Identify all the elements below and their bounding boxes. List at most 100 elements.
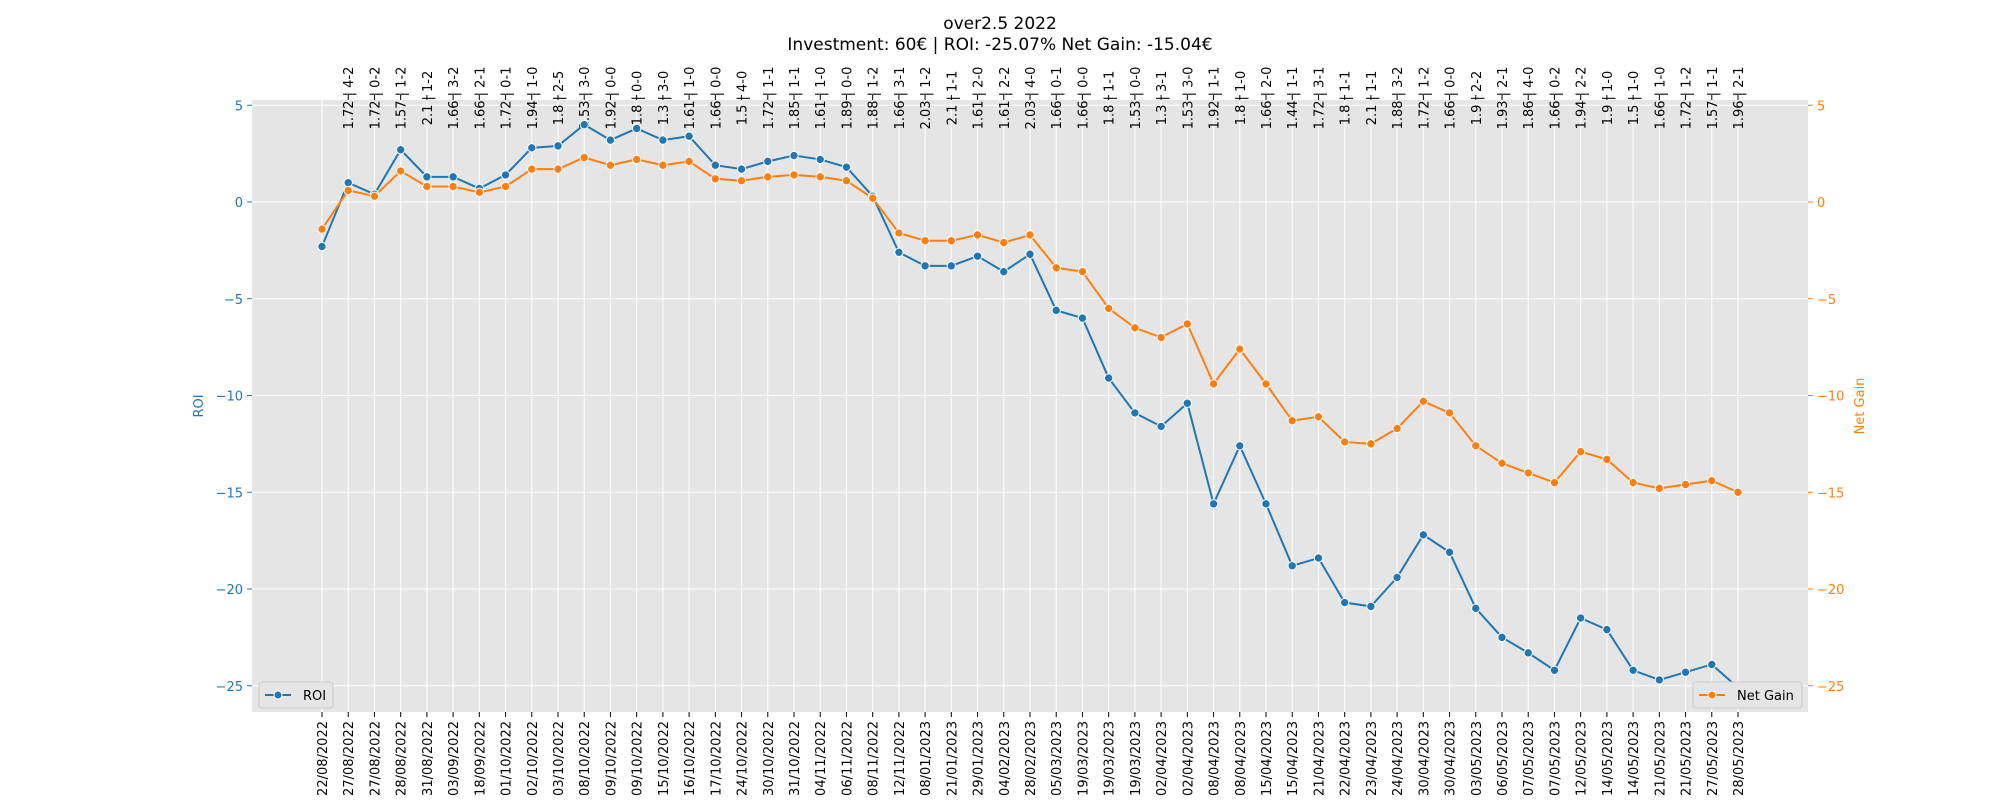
roi-point	[1654, 675, 1665, 685]
roi-point	[631, 123, 642, 134]
net-gain-point	[789, 170, 799, 180]
x-tick-label: 04/11/2022	[814, 721, 829, 796]
x-tick-label: 31/08/2022	[421, 721, 436, 796]
top-tick-label: 1.5 | 1-0	[1627, 71, 1642, 126]
top-tick-label: 1.72 | 1-2	[1680, 67, 1695, 130]
x-tick-label: 01/10/2022	[500, 721, 515, 796]
roi-point	[500, 170, 511, 180]
net-gain-point	[1497, 458, 1507, 468]
net-gain-point	[1235, 344, 1245, 354]
roi-point	[1235, 441, 1245, 451]
top-tick-label: 1.72 | 1-1	[762, 67, 777, 130]
y-axis-left: 5 0 −5 −10 −15 −20 −25	[216, 99, 252, 695]
legend-roi: ROI	[258, 681, 334, 709]
y-right-tick-label: −10	[1817, 390, 1844, 405]
net-gain-point	[1287, 415, 1297, 426]
grid	[252, 100, 1808, 712]
roi-point	[553, 141, 563, 151]
top-tick-label: 1.3 | 3-0	[657, 71, 672, 126]
net-gain-point	[1654, 483, 1665, 494]
y-axis-right: 5 0 −5 −10 −15 −20 −25	[1808, 99, 1844, 695]
net-gain-point	[1208, 379, 1219, 389]
roi-point	[1051, 305, 1061, 316]
y-left-tick-label: −20	[216, 583, 243, 598]
top-tick-label: 1.94 | 1-0	[526, 67, 541, 130]
net-gain-point	[1628, 477, 1638, 488]
roi-point	[972, 251, 983, 261]
roi-point	[946, 261, 957, 271]
net-gain-point	[317, 224, 327, 234]
roi-point	[1707, 659, 1717, 670]
x-tick-label: 27/05/2023	[1706, 721, 1721, 796]
roi-point	[1418, 530, 1429, 540]
legend-net-gain-label: Net Gain	[1737, 689, 1794, 704]
roi-point	[736, 164, 747, 174]
top-tick-label: 1.66 | 0-2	[1548, 67, 1563, 130]
roi-point	[1628, 665, 1638, 675]
x-tick-label: 22/04/2023	[1339, 721, 1354, 796]
top-tick-label: 2.1 | 1-2	[421, 71, 436, 126]
top-tick-label: 1.9 | 1-0	[1601, 71, 1616, 126]
top-tick-label: 1.72 | 0-2	[368, 67, 383, 130]
top-tick-label: 1.53 | 0-0	[1129, 67, 1144, 130]
roi-point	[1156, 421, 1166, 432]
top-tick-label: 1.61 | 2-2	[998, 67, 1013, 130]
x-tick-label: 07/05/2023	[1548, 721, 1563, 796]
roi-point	[1077, 313, 1088, 323]
x-tick-label: 18/09/2022	[473, 721, 488, 796]
top-tick-label: 1.92 | 1-1	[1208, 67, 1223, 130]
net-gain-point	[815, 172, 825, 182]
top-tick-label: 1.61 | 1-0	[683, 67, 698, 130]
net-gain-point	[658, 160, 668, 170]
roi-point	[710, 160, 721, 170]
y-right-tick-label: −15	[1817, 486, 1844, 501]
net-gain-point	[1313, 412, 1324, 422]
x-tick-label: 19/03/2023	[1076, 721, 1091, 796]
top-tick-label: 1.72 | 3-1	[1312, 67, 1327, 130]
top-tick-label: 1.66 | 0-0	[1076, 67, 1091, 130]
top-tick-label: 1.66 | 3-1	[893, 67, 908, 130]
x-tick-label: 12/05/2023	[1575, 721, 1590, 796]
x-tick-label: 09/10/2022	[631, 721, 646, 796]
top-tick-label: 1.96 | 2-1	[1732, 67, 1747, 130]
net-gain-point	[1733, 487, 1743, 497]
roi-point	[1208, 499, 1219, 509]
top-tick-label: 1.88 | 1-2	[867, 67, 882, 130]
roi-point	[684, 131, 694, 141]
x-tick-label: 21/01/2023	[945, 721, 960, 796]
top-tick-label: 1.57 | 1-1	[1706, 67, 1721, 130]
x-tick-label: 07/05/2023	[1522, 721, 1537, 796]
roi-point	[1366, 601, 1376, 612]
top-tick-label: 1.92 | 0-0	[604, 67, 619, 130]
net-gain-point	[631, 154, 642, 165]
net-gain-point	[867, 193, 878, 203]
net-gain-point	[448, 181, 458, 192]
x-tick-label: 06/11/2022	[840, 721, 855, 796]
x-tick-label: 27/08/2022	[368, 721, 383, 796]
legend-roi-label: ROI	[303, 689, 326, 704]
net-gain-point	[422, 181, 432, 192]
x-tick-label: 08/11/2022	[867, 721, 882, 796]
top-tick-label: 1.94 | 2-2	[1575, 67, 1590, 130]
net-gain-point	[553, 164, 563, 174]
roi-point	[527, 143, 537, 153]
net-gain-point	[1261, 379, 1271, 389]
x-tick-label: 21/04/2023	[1312, 721, 1327, 796]
top-tick-label: 2.03 | 1-2	[919, 67, 934, 130]
x-tick-label: 08/04/2023	[1234, 721, 1249, 796]
top-tick-label: 1.8 | 1-0	[1234, 71, 1249, 126]
net-gain-point	[369, 191, 380, 201]
x-tick-label: 03/10/2022	[552, 721, 567, 796]
x-tick-label: 02/10/2022	[526, 721, 541, 796]
net-gain-point	[999, 237, 1009, 248]
x-tick-label: 05/03/2023	[1050, 721, 1065, 796]
top-tick-label: 1.66 | 0-1	[1050, 67, 1065, 130]
roi-point	[1392, 572, 1402, 583]
roi-point	[1602, 624, 1612, 635]
y-left-tick-label: 5	[235, 99, 243, 114]
y-axis-right-label: Net Gain	[1853, 378, 1868, 435]
roi-point	[1680, 667, 1691, 677]
roi-point	[1471, 603, 1481, 614]
x-tick-label: 16/10/2022	[683, 721, 698, 796]
